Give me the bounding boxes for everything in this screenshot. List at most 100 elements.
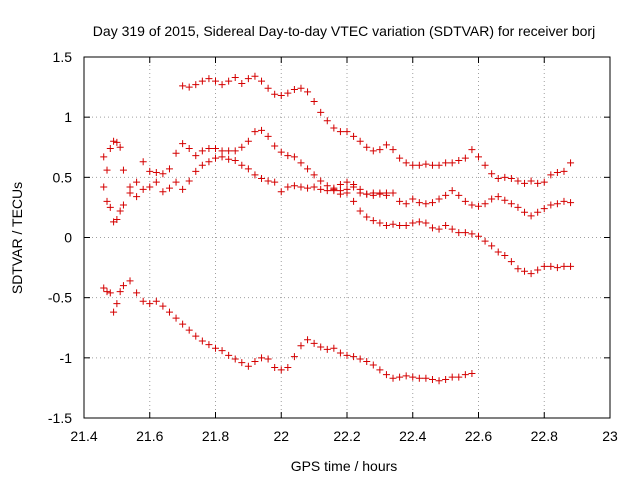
data-point — [409, 373, 417, 381]
data-point — [363, 357, 371, 365]
data-point — [113, 215, 121, 223]
data-point — [277, 92, 285, 100]
data-point — [455, 156, 463, 164]
data-point — [297, 84, 305, 92]
data-point — [553, 169, 561, 177]
data-point — [350, 353, 358, 361]
data-point — [448, 187, 456, 195]
data-point — [507, 258, 515, 266]
data-point — [560, 262, 568, 270]
x-tick-label: 22.4 — [399, 428, 426, 444]
data-point — [455, 229, 463, 237]
data-point — [290, 353, 298, 361]
data-point — [547, 201, 555, 209]
data-point — [231, 355, 239, 363]
data-point — [277, 148, 285, 156]
data-point — [382, 371, 390, 379]
data-point — [336, 181, 344, 189]
data-point — [317, 185, 325, 193]
y-tick-label: 0 — [64, 230, 72, 246]
x-tick-label: 23 — [602, 428, 618, 444]
data-point — [284, 152, 292, 160]
y-tick-label: -1 — [60, 350, 73, 366]
data-point — [297, 159, 305, 167]
data-point — [225, 351, 233, 359]
data-point — [428, 375, 436, 383]
x-axis-label: GPS time / hours — [291, 458, 398, 474]
data-point — [103, 166, 111, 174]
data-point — [172, 149, 180, 157]
data-point — [356, 189, 364, 197]
data-point — [514, 265, 522, 273]
data-point — [133, 289, 141, 297]
data-point — [126, 277, 134, 285]
data-point — [336, 349, 344, 357]
data-point — [455, 191, 463, 199]
y-tick-label: -0.5 — [48, 290, 72, 306]
data-point — [402, 221, 410, 229]
data-point — [442, 191, 450, 199]
data-point — [534, 208, 542, 216]
data-point — [100, 153, 108, 161]
data-point — [422, 160, 430, 168]
data-point — [553, 200, 561, 208]
data-point — [396, 373, 404, 381]
data-point — [501, 196, 509, 204]
data-point — [264, 132, 272, 140]
data-point — [152, 297, 160, 305]
data-point — [415, 218, 423, 226]
data-point — [139, 158, 147, 166]
data-point — [271, 90, 279, 98]
data-point — [179, 82, 187, 90]
data-point — [422, 219, 430, 227]
data-point — [119, 282, 127, 290]
data-point — [488, 170, 496, 178]
data-point — [244, 362, 252, 370]
data-point — [251, 171, 259, 179]
data-point — [350, 197, 358, 205]
data-point — [103, 197, 111, 205]
data-point — [363, 190, 371, 198]
data-point — [165, 165, 173, 173]
data-point — [422, 374, 430, 382]
data-point — [218, 347, 226, 355]
data-point — [310, 171, 318, 179]
data-point — [330, 124, 338, 132]
data-point — [290, 153, 298, 161]
data-point — [521, 179, 529, 187]
data-point — [343, 185, 351, 193]
data-point — [218, 153, 226, 161]
data-point — [133, 178, 141, 186]
chart-title: Day 319 of 2015, Sidereal Day-to-day VTE… — [93, 23, 595, 39]
data-point — [116, 143, 124, 151]
data-point — [284, 363, 292, 371]
data-point — [343, 178, 351, 186]
data-point — [323, 187, 331, 195]
data-point — [435, 195, 443, 203]
data-point — [376, 366, 384, 374]
data-point — [356, 355, 364, 363]
data-point — [389, 146, 397, 154]
data-point — [448, 159, 456, 167]
data-point — [152, 169, 160, 177]
data-point — [110, 137, 118, 145]
data-point — [461, 229, 469, 237]
data-point — [198, 77, 206, 85]
data-point — [310, 339, 318, 347]
data-point — [343, 351, 351, 359]
data-point — [244, 75, 252, 83]
data-point — [106, 289, 114, 297]
data-point — [310, 98, 318, 106]
data-point — [547, 171, 555, 179]
data-point — [382, 189, 390, 197]
data-point — [271, 142, 279, 150]
data-point — [290, 182, 298, 190]
data-point — [494, 175, 502, 183]
data-point — [231, 73, 239, 81]
data-point — [231, 156, 239, 164]
data-point — [238, 143, 246, 151]
data-point — [225, 77, 233, 85]
data-point — [461, 197, 469, 205]
axis-ticks: 21.4 21.6 21.8 22 22.2 22.4 22.6 22.8 23 1.5 1 0.5 0… — [48, 49, 618, 444]
data-point — [185, 326, 193, 334]
